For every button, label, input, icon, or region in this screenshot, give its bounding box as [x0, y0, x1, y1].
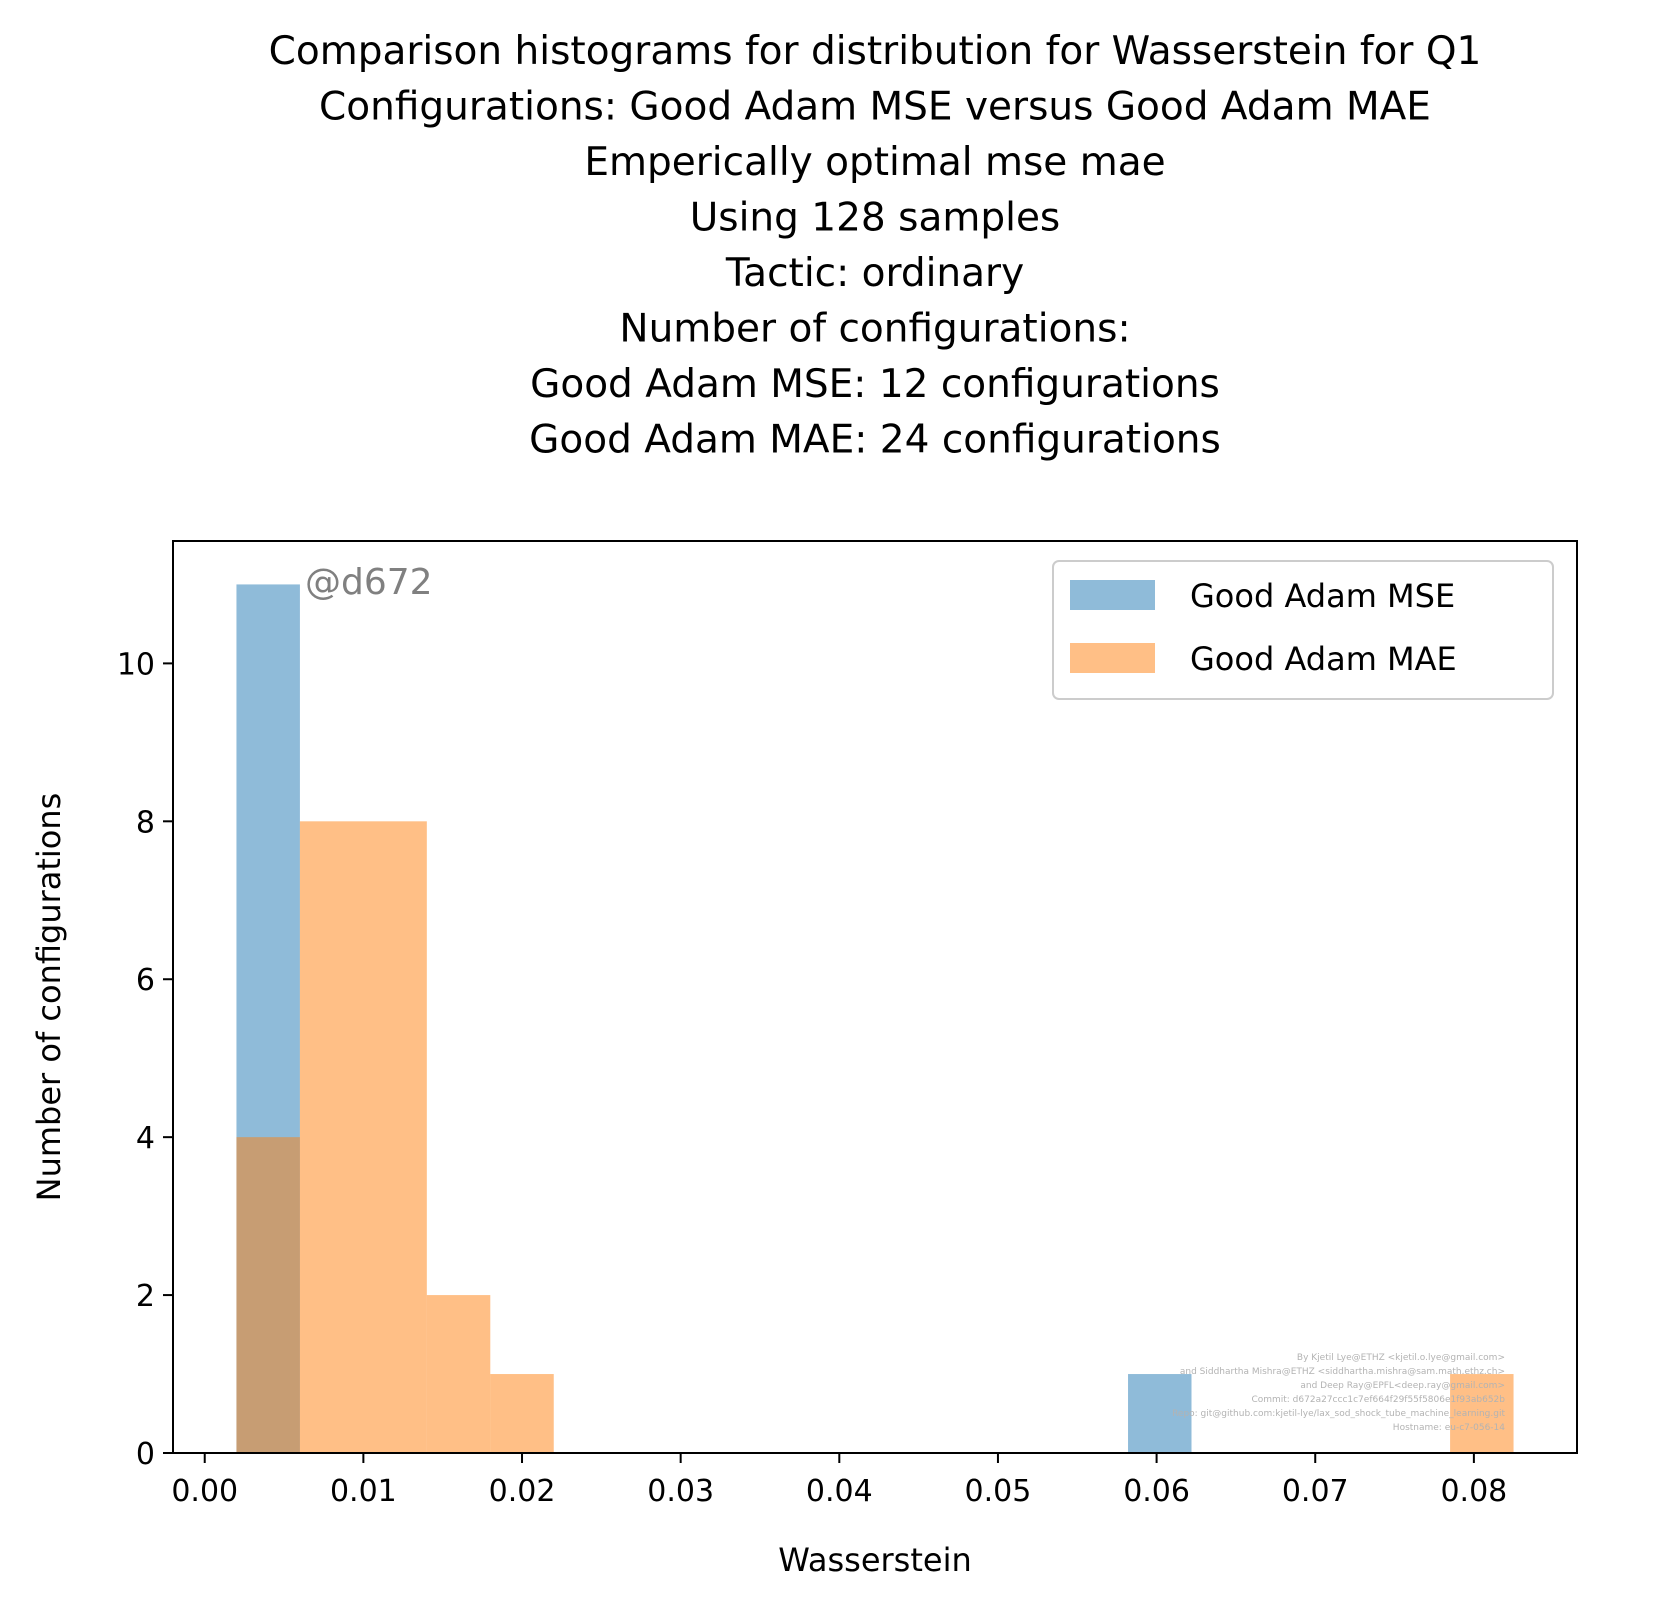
y-axis-label: Number of configurations [30, 793, 68, 1202]
title-line-1: Comparison histograms for distribution f… [269, 29, 1482, 74]
bar-mse-2 [1128, 1374, 1192, 1453]
x-tick-label-4: 0.04 [806, 1474, 873, 1509]
y-tick-label-5: 10 [117, 647, 155, 682]
x-tick-label-5: 0.05 [965, 1474, 1032, 1509]
title-line-5: Tactic: ordinary [725, 251, 1024, 296]
bar-mae-5 [1450, 1374, 1514, 1453]
credit-line-3: and Deep Ray@EPFL<deep.ray@gmail.com> [1300, 1381, 1505, 1391]
credit-line-1: By Kjetil Lye@ETHZ <kjetil.o.lye@gmail.c… [1297, 1353, 1505, 1363]
legend-label-mae: Good Adam MAE [1190, 640, 1457, 678]
bar-mae-3 [426, 1295, 491, 1453]
title-line-7: Good Adam MSE: 12 configurations [530, 362, 1220, 407]
credit-line-2: and Siddhartha Mishra@ETHZ <siddhartha.m… [1180, 1367, 1505, 1377]
credit-text: By Kjetil Lye@ETHZ <kjetil.o.lye@gmail.c… [1172, 1353, 1505, 1433]
x-tick-label-2: 0.02 [489, 1474, 556, 1509]
credit-line-6: Hostname: eu-c7-056-14 [1393, 1423, 1505, 1433]
commit-annotation: @d672 [305, 562, 433, 603]
title-line-6: Number of configurations: [619, 307, 1130, 352]
credit-line-4: Commit: d672a27ccc1c7ef664f29f55f5806e1f… [1251, 1395, 1505, 1405]
x-tick-label-7: 0.07 [1282, 1474, 1349, 1509]
bar-mae-1 [236, 1137, 300, 1453]
legend-label-mse: Good Adam MSE [1190, 577, 1455, 615]
y-tick-label-1: 2 [136, 1279, 155, 1314]
title-line-4: Using 128 samples [690, 196, 1061, 241]
legend-swatch-mae [1070, 643, 1155, 673]
y-tick-label-3: 6 [136, 963, 155, 998]
title-line-2: Configurations: Good Adam MSE versus Goo… [319, 85, 1431, 130]
x-tick-label-8: 0.08 [1440, 1474, 1507, 1509]
y-tick-label-4: 8 [136, 805, 155, 840]
x-tick-label-3: 0.03 [647, 1474, 714, 1509]
bar-mae-2 [299, 821, 427, 1453]
x-axis-label: Wasserstein [778, 1541, 971, 1579]
credit-line-5: Repo: git@github.com:kjetil-lye/lax_sod_… [1172, 1409, 1505, 1419]
x-axis: 0.00 0.01 0.02 0.03 0.04 0.05 0.06 0.07 0.08 [171, 1453, 1507, 1509]
legend: Good Adam MSE Good Adam MAE [1052, 560, 1554, 700]
histogram-bars [236, 584, 1514, 1453]
chart-title: Comparison histograms for distribution f… [269, 29, 1482, 463]
title-line-3: Emperically optimal mse mae [584, 140, 1165, 185]
y-axis: 0 2 4 6 8 10 [117, 647, 173, 1472]
title-line-8: Good Adam MAE: 24 configurations [529, 418, 1221, 463]
legend-swatch-mse [1070, 580, 1155, 610]
legend-box [1052, 560, 1554, 700]
bar-mae-4 [490, 1374, 554, 1453]
x-tick-label-6: 0.06 [1123, 1474, 1190, 1509]
y-tick-label-2: 4 [136, 1121, 155, 1156]
x-tick-label-1: 0.01 [330, 1474, 397, 1509]
y-tick-label-0: 0 [136, 1437, 155, 1472]
plot-frame [172, 540, 1578, 1454]
x-tick-label-0: 0.00 [171, 1474, 238, 1509]
